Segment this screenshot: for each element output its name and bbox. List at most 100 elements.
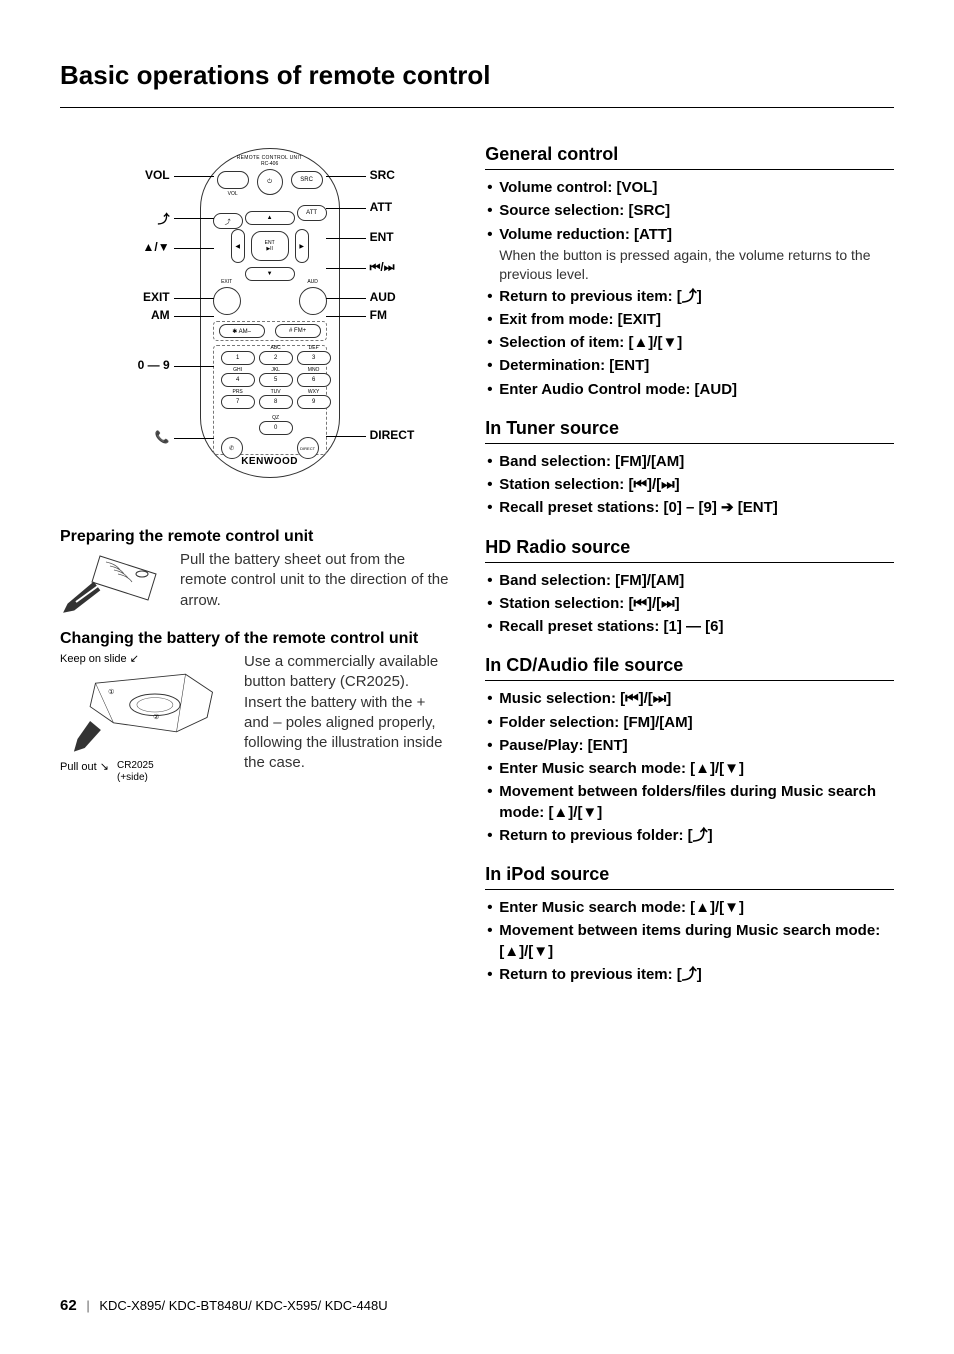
brand-label: KENWOOD <box>201 456 339 467</box>
footer-page: 62 <box>60 1297 77 1314</box>
btn-power: ⏻ <box>257 169 283 195</box>
svg-text:①: ① <box>108 687 114 696</box>
item-label: Volume reduction: <box>499 226 634 243</box>
item-key: [ENT] <box>588 737 628 754</box>
item-key: [⏮]/[⏭] <box>628 476 679 493</box>
btn-vol-label: VOL <box>217 191 249 197</box>
footer: 62 | KDC-X895/ KDC-BT848U/ KDC-X595/ KDC… <box>60 1297 388 1314</box>
section-3: In CD/Audio file source Music selection: … <box>485 655 894 846</box>
footer-models: KDC-X895/ KDC-BT848U/ KDC-X595/ KDC-448U <box>99 1298 387 1313</box>
item-key: [0] – [9] ➔ [ENT] <box>664 499 778 516</box>
item-label: Station selection: <box>499 595 628 612</box>
btn-left: ◀ <box>231 229 245 263</box>
item-key: [EXIT] <box>618 311 661 328</box>
item-label: Movement between items during Music sear… <box>499 922 880 939</box>
section-heading: HD Radio source <box>485 537 894 560</box>
keypad-sub-3: DEF <box>297 345 331 351</box>
keypad-sub-5: JKL <box>259 367 293 373</box>
item-key: [▲]/[▼] <box>690 899 744 916</box>
item-list: Music selection: [⏮]/[⏭]Folder selection… <box>485 689 894 846</box>
columns: REMOTE CONTROL UNIT RC-406 VOL ⏻ SRC ⤴ A… <box>60 138 894 1003</box>
remote-label-right-1: ATT <box>370 200 392 214</box>
btn-src: SRC <box>291 171 323 189</box>
section-4: In iPod source Enter Music search mode: [… <box>485 864 894 985</box>
btn-exit <box>213 287 241 315</box>
svg-text:②: ② <box>153 712 159 721</box>
section-1: In Tuner sourceBand selection: [FM]/[AM]… <box>485 418 894 519</box>
item-label: Pause/Play: <box>499 737 587 754</box>
section-rule <box>485 562 894 563</box>
remote-label-left-4: AM <box>151 308 170 322</box>
item-label: Recall preset stations: <box>499 618 663 635</box>
leader-right-3 <box>326 268 366 269</box>
section-rule <box>485 680 894 681</box>
remote-label-right-0: SRC <box>370 168 395 182</box>
remote-label-left-2: ▲/▼ <box>143 240 170 254</box>
list-item: Music selection: [⏮]/[⏭] <box>485 689 894 709</box>
item-label: Band selection: <box>499 453 615 470</box>
list-item: Volume reduction: [ATT] When the button i… <box>485 225 894 284</box>
item-key: [ATT] <box>634 226 672 243</box>
section-rule <box>485 443 894 444</box>
btn-exit-label: EXIT <box>213 279 241 285</box>
leader-left-6 <box>174 438 214 439</box>
item-key: [FM]/[AM] <box>623 714 692 731</box>
item-key: [FM]/[AM] <box>615 572 684 589</box>
keypad-sub-8: TUV <box>259 389 293 395</box>
btn-right: ▶ <box>295 229 309 263</box>
title-rule <box>60 107 894 108</box>
keypad-6: 6 <box>297 373 331 387</box>
item-label: Recall preset stations: <box>499 499 663 516</box>
keypad-sub-2: ABC <box>259 345 293 351</box>
section-rule <box>485 889 894 890</box>
leader-left-2 <box>174 248 214 249</box>
section-0: General controlVolume control: [VOL]Sour… <box>485 144 894 400</box>
btn-ent: ENT▶II <box>251 231 289 261</box>
leader-right-5 <box>326 316 366 317</box>
btn-down: ▼ <box>245 267 295 281</box>
item-label: Band selection: <box>499 572 615 589</box>
list-item: Return to previous item: [⤴] <box>485 287 894 307</box>
list-item: Recall preset stations: [1] — [6] <box>485 617 894 637</box>
list-item: Enter Audio Control mode: [AUD] <box>485 380 894 400</box>
keypad-8: 8 <box>259 395 293 409</box>
item-key: [⏮]/[⏭] <box>620 690 671 707</box>
batt-svg: ① ② <box>60 667 230 757</box>
keypad-5: 5 <box>259 373 293 387</box>
batt-model-note: CR2025 (+side) <box>117 760 154 784</box>
list-item: Band selection: [FM]/[AM] <box>485 571 894 591</box>
keypad-sub-7: PRS <box>221 389 255 395</box>
item-label: Enter Audio Control mode: <box>499 381 694 398</box>
item-label: Selection of item: <box>499 334 628 351</box>
footer-sep: | <box>86 1298 89 1313</box>
item-key: [FM]/[AM] <box>615 453 684 470</box>
list-item: Enter Music search mode: [▲]/[▼] <box>485 759 894 779</box>
keypad-0: 0 <box>259 421 293 435</box>
item-label: Station selection: <box>499 476 628 493</box>
keypad-3: 3 <box>297 351 331 365</box>
item-key: [SRC] <box>628 202 670 219</box>
section-heading: In iPod source <box>485 864 894 887</box>
btn-fm: # FM+ <box>275 324 321 338</box>
item-key: [VOL] <box>617 179 658 196</box>
list-item: Station selection: [⏮]/[⏭] <box>485 475 894 495</box>
btn-aud-label: AUD <box>299 279 327 285</box>
item-list: Band selection: [FM]/[AM] Station selecti… <box>485 452 894 519</box>
item-note: When the button is pressed again, the vo… <box>499 246 894 284</box>
remote-label-right-2: ENT <box>370 230 394 244</box>
list-item: Return to previous item: [⤴] <box>485 965 894 985</box>
section-heading: In CD/Audio file source <box>485 655 894 678</box>
list-item: Band selection: [FM]/[AM] <box>485 452 894 472</box>
item-key: [⤴] <box>677 966 702 983</box>
btn-att: ATT <box>297 205 327 221</box>
item-list: Enter Music search mode: [▲]/[▼]Movement… <box>485 898 894 985</box>
item-label: Exit from mode: <box>499 311 617 328</box>
leader-right-1 <box>326 208 366 209</box>
prep-text: Pull the battery sheet out from the remo… <box>180 550 449 611</box>
item-key: [▲]/[▼] <box>690 760 744 777</box>
batt-heading: Changing the battery of the remote contr… <box>60 630 449 648</box>
leader-left-0 <box>174 176 214 177</box>
item-label: Source selection: <box>499 202 628 219</box>
item-key: [⤴] <box>688 827 713 844</box>
keypad-7: 7 <box>221 395 255 409</box>
